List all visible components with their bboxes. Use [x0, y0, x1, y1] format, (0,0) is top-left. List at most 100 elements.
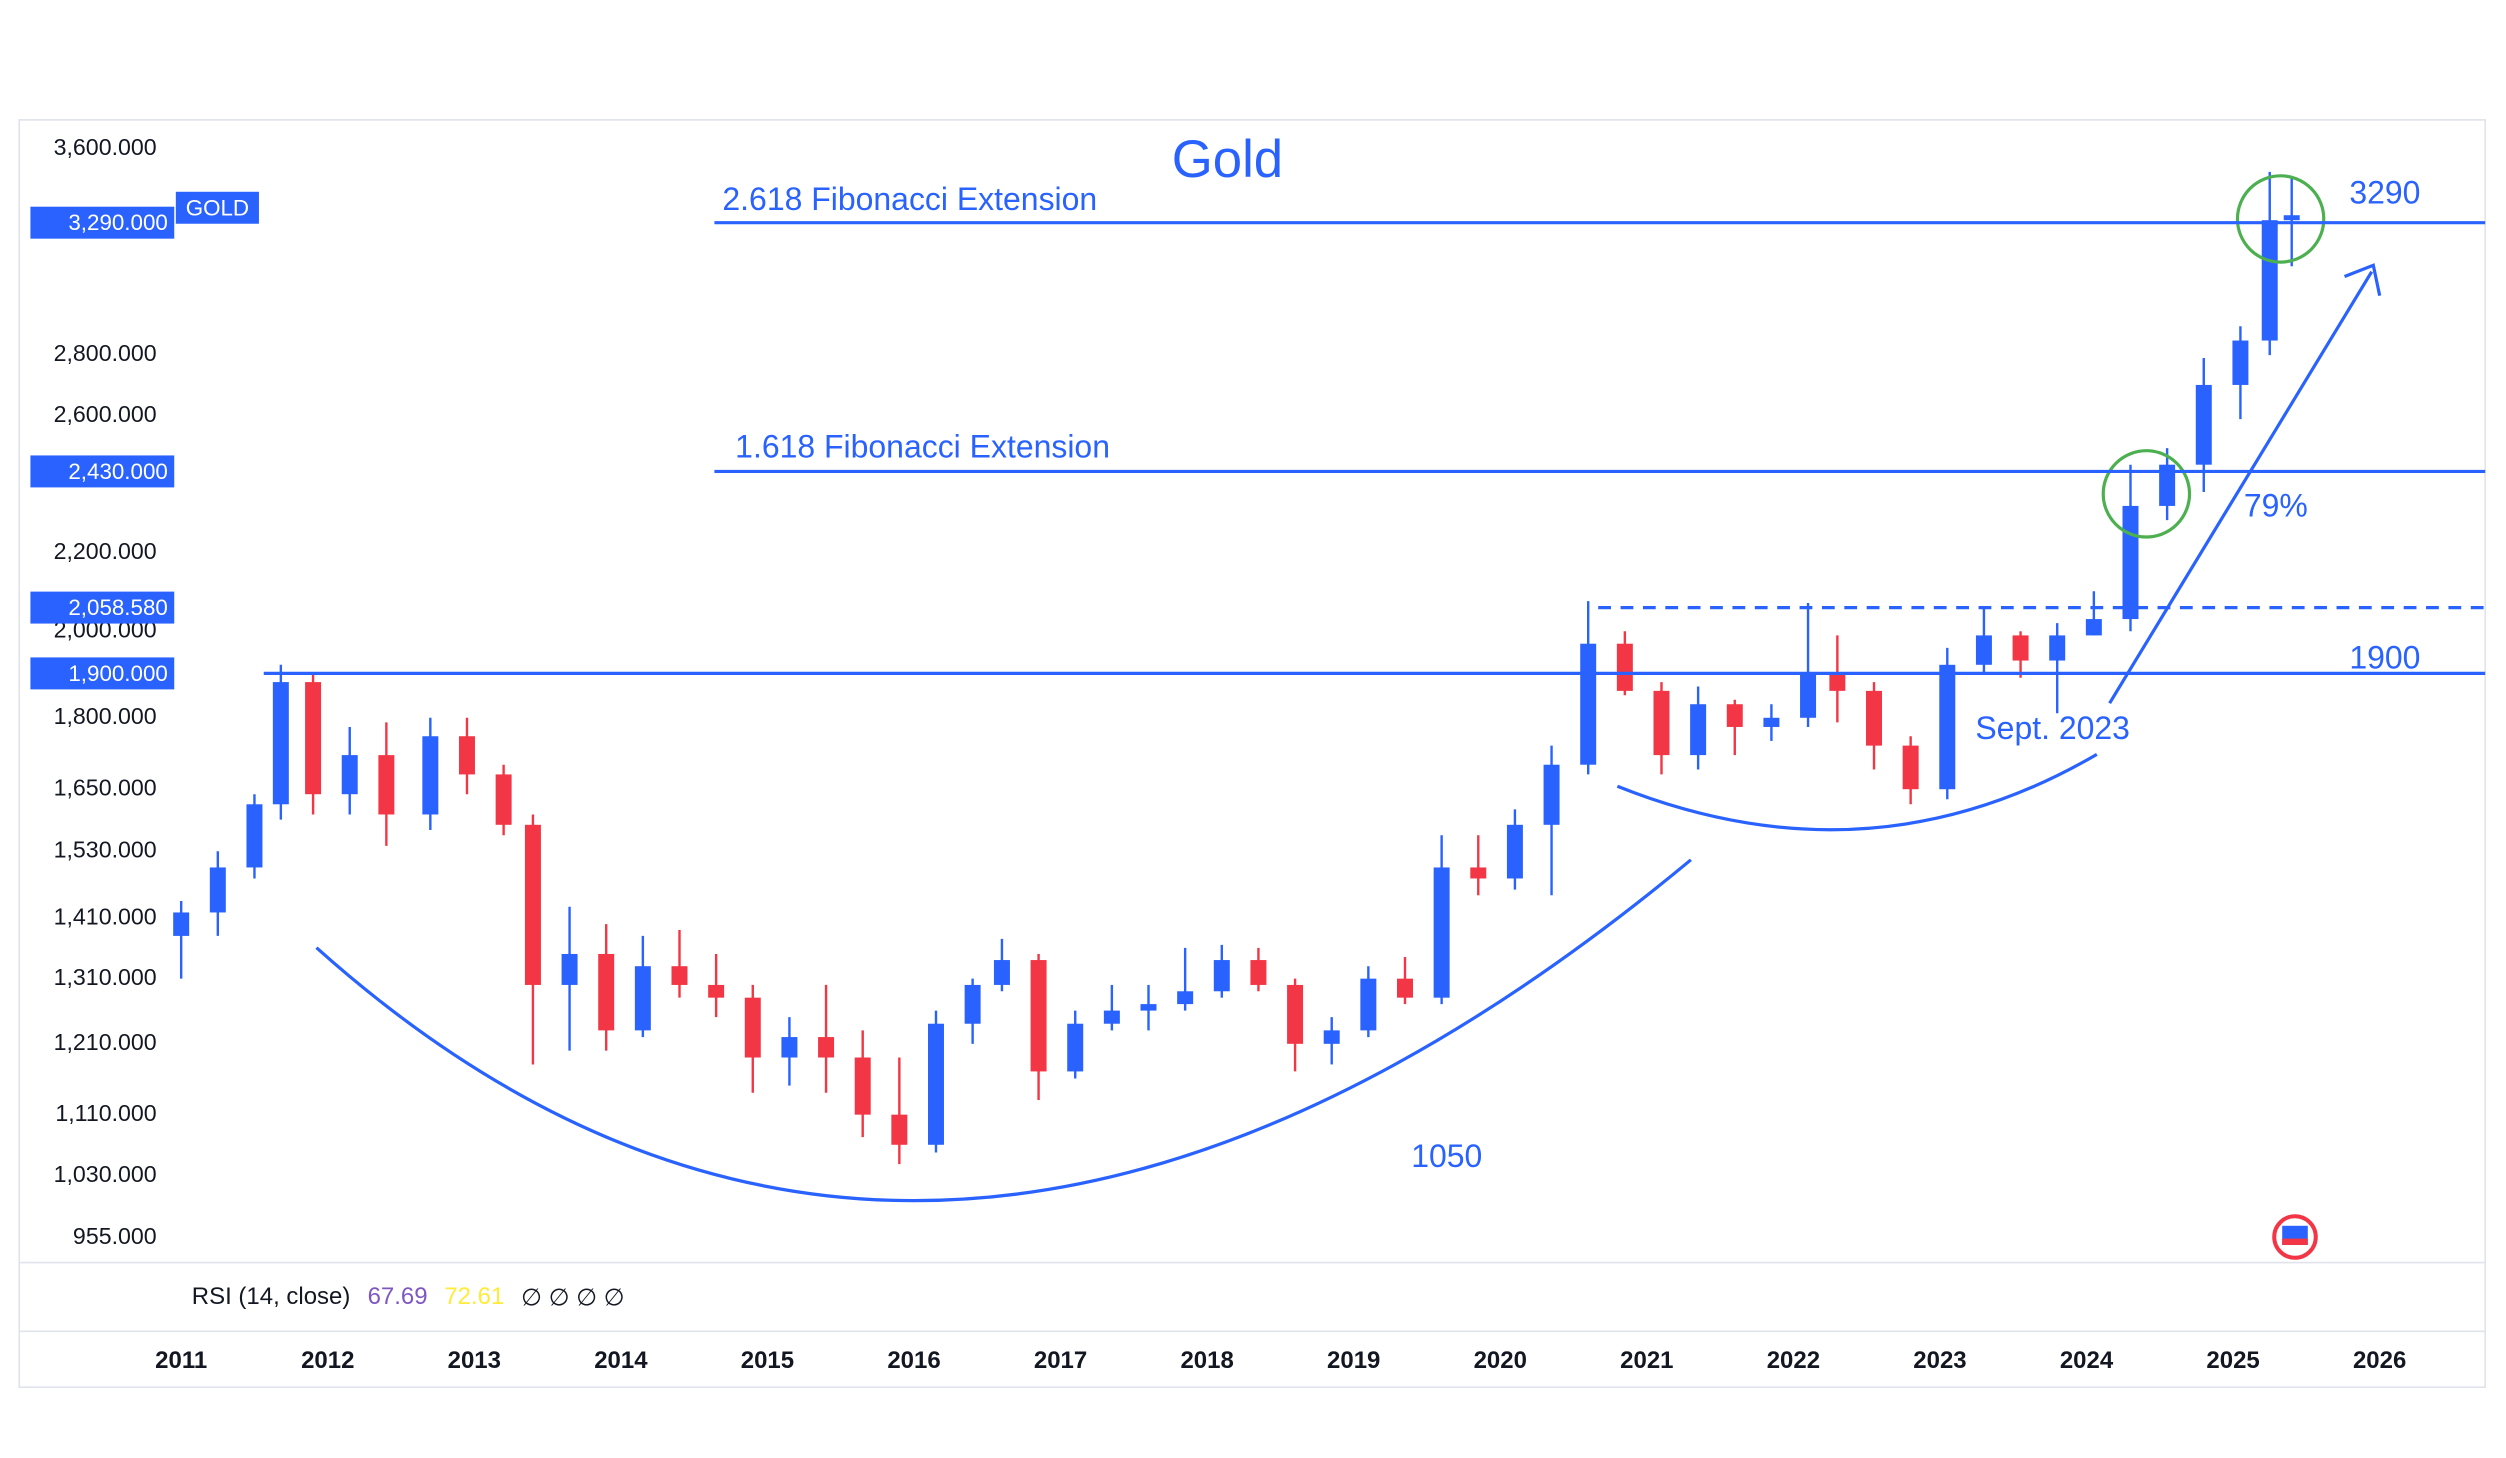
- x-tick-label: 2022: [1767, 1347, 1820, 1374]
- highlight-circle: [2101, 449, 2192, 539]
- rsi-value: 67.69: [368, 1283, 428, 1310]
- x-tick-label: 2012: [301, 1347, 354, 1374]
- candle-body: [246, 804, 263, 868]
- candle-body: [708, 984, 725, 998]
- candle-body: [1030, 960, 1047, 1072]
- x-tick-label: 2026: [2353, 1347, 2406, 1374]
- y-tick-label: 1,210.000: [54, 1029, 157, 1055]
- candle-body: [1616, 643, 1633, 691]
- candle-body: [524, 824, 541, 985]
- candle-body: [993, 960, 1010, 985]
- candle-body: [1763, 717, 1780, 727]
- x-tick-label: 2018: [1180, 1347, 1233, 1374]
- y-tick-label: 1,530.000: [54, 836, 157, 862]
- annotation: 1900: [2349, 639, 2420, 675]
- candle-body: [1397, 978, 1413, 998]
- candle-body: [2283, 215, 2300, 221]
- x-tick-label: 2024: [2060, 1347, 2114, 1374]
- level-label: 1,900.000: [68, 661, 167, 686]
- candle-body: [2085, 619, 2102, 636]
- candle-body: [173, 912, 190, 936]
- candle-body: [927, 1023, 944, 1145]
- candle-body: [598, 953, 615, 1031]
- candle-body: [1800, 673, 1817, 718]
- candle-body: [964, 984, 981, 1024]
- level-label: 2,430.000: [68, 459, 167, 484]
- candle-body: [634, 966, 651, 1031]
- candle-body: [1287, 984, 1304, 1044]
- candle-body: [781, 1037, 798, 1058]
- flag-icon: [2272, 1214, 2318, 1260]
- price-series: [173, 171, 2300, 1165]
- candle-body: [1433, 867, 1450, 998]
- arrow-head: [2343, 263, 2382, 296]
- candle-body: [1506, 824, 1523, 879]
- candle-body: [2261, 220, 2278, 341]
- y-tick-label: 2,200.000: [54, 538, 157, 564]
- y-tick-label: 1,410.000: [54, 903, 157, 929]
- level-tag: [30, 657, 175, 690]
- trend-arrow: [2108, 270, 2374, 705]
- candle-body: [1726, 704, 1743, 727]
- x-tick-label: 2016: [887, 1347, 940, 1374]
- candle-body: [744, 997, 761, 1058]
- x-tick-label: 2015: [741, 1347, 794, 1374]
- candle-body: [305, 682, 322, 795]
- x-tick-label: 2023: [1913, 1347, 1966, 1374]
- y-tick-label: 2,800.000: [54, 340, 157, 366]
- candle-body: [1470, 867, 1487, 879]
- candle-body: [272, 682, 289, 805]
- candle-body: [2159, 464, 2176, 506]
- candle-body: [891, 1114, 908, 1145]
- candle-body: [1067, 1023, 1084, 1072]
- chart-frame: [18, 119, 2486, 1389]
- level-label: 3,290.000: [68, 210, 167, 235]
- level-tag: [30, 455, 175, 488]
- candle-body: [495, 774, 512, 825]
- annotation: 1.618 Fibonacci Extension: [735, 429, 1110, 465]
- candle-body: [378, 755, 395, 815]
- symbol-tag: [175, 191, 259, 224]
- level-label: 2,058.580: [68, 595, 167, 620]
- y-tick-label: 1,030.000: [54, 1161, 157, 1187]
- x-tick-label: 2013: [448, 1347, 501, 1374]
- cup-arc: [315, 858, 1692, 1203]
- y-tick-label: 955.000: [73, 1223, 157, 1249]
- x-tick-label: 2021: [1620, 1347, 1673, 1374]
- candle-body: [2232, 340, 2249, 385]
- x-tick-label: 2017: [1034, 1347, 1087, 1374]
- candle-body: [341, 755, 358, 795]
- candle-body: [1580, 643, 1597, 765]
- annotation: 2.618 Fibonacci Extension: [722, 181, 1097, 217]
- y-tick-label: 3,600.000: [54, 134, 157, 160]
- symbol-label: GOLD: [186, 195, 249, 220]
- annotation: 79%: [2244, 488, 2308, 524]
- annotation: Sept. 2023: [1975, 710, 2130, 746]
- handle-arc: [1616, 752, 2098, 832]
- candle-body: [1690, 704, 1707, 756]
- candle-body: [854, 1057, 871, 1115]
- candle-body: [1939, 664, 1956, 790]
- rsi-value: 72.61: [444, 1283, 504, 1310]
- y-tick-label: 1,310.000: [54, 964, 157, 990]
- y-tick-label: 2,600.000: [54, 401, 157, 427]
- candle-body: [2195, 384, 2212, 465]
- highlight-circle: [2235, 174, 2326, 264]
- y-tick-label: 1,110.000: [55, 1100, 156, 1126]
- candle-body: [1829, 673, 1846, 691]
- candle-body: [422, 736, 439, 815]
- x-tick-label: 2020: [1474, 1347, 1527, 1374]
- chart-title: Gold: [1172, 130, 1283, 189]
- annotation: 3290: [2349, 174, 2420, 210]
- candle-body: [671, 966, 688, 985]
- x-tick-label: 2019: [1327, 1347, 1380, 1374]
- rsi-extra: ∅ ∅ ∅ ∅: [521, 1285, 625, 1312]
- candle-body: [1323, 1030, 1340, 1044]
- x-tick-label: 2011: [155, 1347, 207, 1374]
- y-tick-label: 1,650.000: [54, 774, 157, 800]
- candle-body: [1543, 764, 1560, 825]
- candle-body: [458, 736, 475, 775]
- level-tag: [30, 206, 175, 239]
- candle-body: [561, 953, 578, 985]
